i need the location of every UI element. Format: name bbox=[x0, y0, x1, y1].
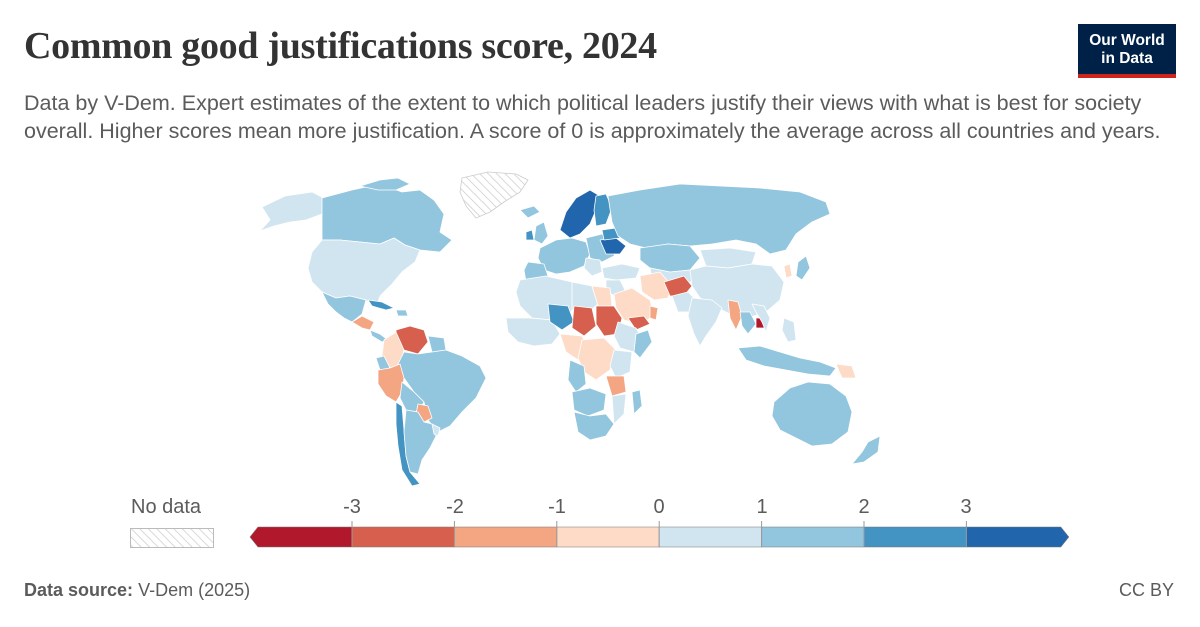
legend-bin[interactable] bbox=[249, 526, 353, 548]
region-india[interactable] bbox=[687, 297, 723, 347]
data-source-label: Data source: bbox=[24, 580, 134, 600]
legend-bin[interactable] bbox=[351, 526, 455, 548]
legend-tick-label: 0 bbox=[653, 496, 665, 518]
region-thailand[interactable] bbox=[739, 311, 757, 335]
data-source-value[interactable]: V-Dem (2025) bbox=[138, 580, 251, 600]
region-united-kingdom[interactable] bbox=[533, 221, 549, 245]
region-east-africa[interactable] bbox=[609, 349, 633, 379]
region-balkans[interactable] bbox=[583, 257, 603, 277]
region-central-america[interactable] bbox=[351, 315, 375, 331]
region-southern-africa[interactable] bbox=[573, 411, 615, 441]
legend-bin[interactable] bbox=[863, 526, 967, 548]
region-yemen[interactable] bbox=[627, 315, 651, 331]
legend-bin[interactable] bbox=[556, 526, 660, 548]
region-somalia[interactable] bbox=[633, 329, 653, 359]
legend-tick-label: -3 bbox=[343, 496, 361, 518]
legend-tick-label: 3 bbox=[960, 496, 972, 518]
data-source: Data source: V-Dem (2025) bbox=[24, 580, 250, 601]
chart-title: Common good justifications score, 2024 bbox=[24, 25, 657, 67]
region-madagascar[interactable] bbox=[631, 389, 643, 415]
region-cuba[interactable] bbox=[367, 299, 395, 311]
legend-tick-label: -2 bbox=[446, 496, 464, 518]
logo-line-2: in Data bbox=[1101, 50, 1153, 67]
license-label[interactable]: CC BY bbox=[1118, 580, 1174, 600]
legend-bin[interactable] bbox=[966, 526, 1070, 548]
region-central-africa[interactable] bbox=[577, 337, 617, 381]
region-japan[interactable] bbox=[795, 255, 811, 281]
region-greenland-nodata[interactable] bbox=[459, 171, 529, 219]
region-west-africa[interactable] bbox=[505, 317, 561, 347]
legend-bin[interactable] bbox=[761, 526, 865, 548]
region-indonesia[interactable] bbox=[737, 345, 837, 377]
region-new-zealand[interactable] bbox=[851, 435, 881, 465]
logo-line-1: Our World bbox=[1089, 32, 1165, 49]
legend-tick-label: 2 bbox=[858, 496, 870, 518]
region-chile[interactable] bbox=[395, 401, 421, 487]
region-brazil[interactable] bbox=[395, 349, 487, 433]
region-alaska[interactable] bbox=[259, 191, 325, 232]
region-turkey[interactable] bbox=[601, 263, 641, 281]
region-niger-chad[interactable] bbox=[571, 305, 597, 337]
region-oman[interactable] bbox=[649, 305, 659, 321]
region-tanzania[interactable] bbox=[605, 375, 627, 397]
region-argentina[interactable] bbox=[403, 409, 437, 475]
region-mozambique[interactable] bbox=[611, 393, 627, 425]
legend-tick-label: 1 bbox=[756, 496, 768, 518]
legend-no-data-label: No data bbox=[131, 496, 202, 518]
region-angola-zambia[interactable] bbox=[571, 387, 607, 417]
region-iceland[interactable] bbox=[519, 205, 541, 219]
owid-logo[interactable]: Our World in Data bbox=[1078, 24, 1176, 78]
region-afghanistan[interactable] bbox=[663, 275, 693, 297]
region-myanmar[interactable] bbox=[727, 299, 743, 331]
region-united-states[interactable] bbox=[307, 237, 421, 309]
region-russia[interactable] bbox=[607, 183, 831, 255]
region-australia[interactable] bbox=[771, 381, 853, 447]
region-philippines[interactable] bbox=[781, 317, 797, 343]
region-ireland[interactable] bbox=[525, 229, 535, 241]
region-png[interactable] bbox=[835, 363, 857, 379]
region-vietnam[interactable] bbox=[751, 303, 771, 333]
legend-bin[interactable] bbox=[454, 526, 558, 548]
region-korea[interactable] bbox=[783, 263, 793, 279]
region-finland[interactable] bbox=[593, 193, 613, 227]
legend-tick-label: -1 bbox=[548, 496, 566, 518]
chart-subtitle: Data by V-Dem. Expert estimates of the e… bbox=[24, 91, 1161, 143]
region-canada-islands[interactable] bbox=[359, 177, 411, 191]
region-hispaniola[interactable] bbox=[395, 309, 409, 317]
region-mali-burkina[interactable] bbox=[547, 303, 575, 331]
legend-bin[interactable] bbox=[658, 526, 762, 548]
region-iran[interactable] bbox=[639, 271, 673, 301]
region-drc-west[interactable] bbox=[567, 359, 587, 393]
region-mexico[interactable] bbox=[321, 291, 367, 323]
region-uruguay[interactable] bbox=[431, 423, 441, 437]
legend-no-data-swatch bbox=[130, 528, 214, 548]
